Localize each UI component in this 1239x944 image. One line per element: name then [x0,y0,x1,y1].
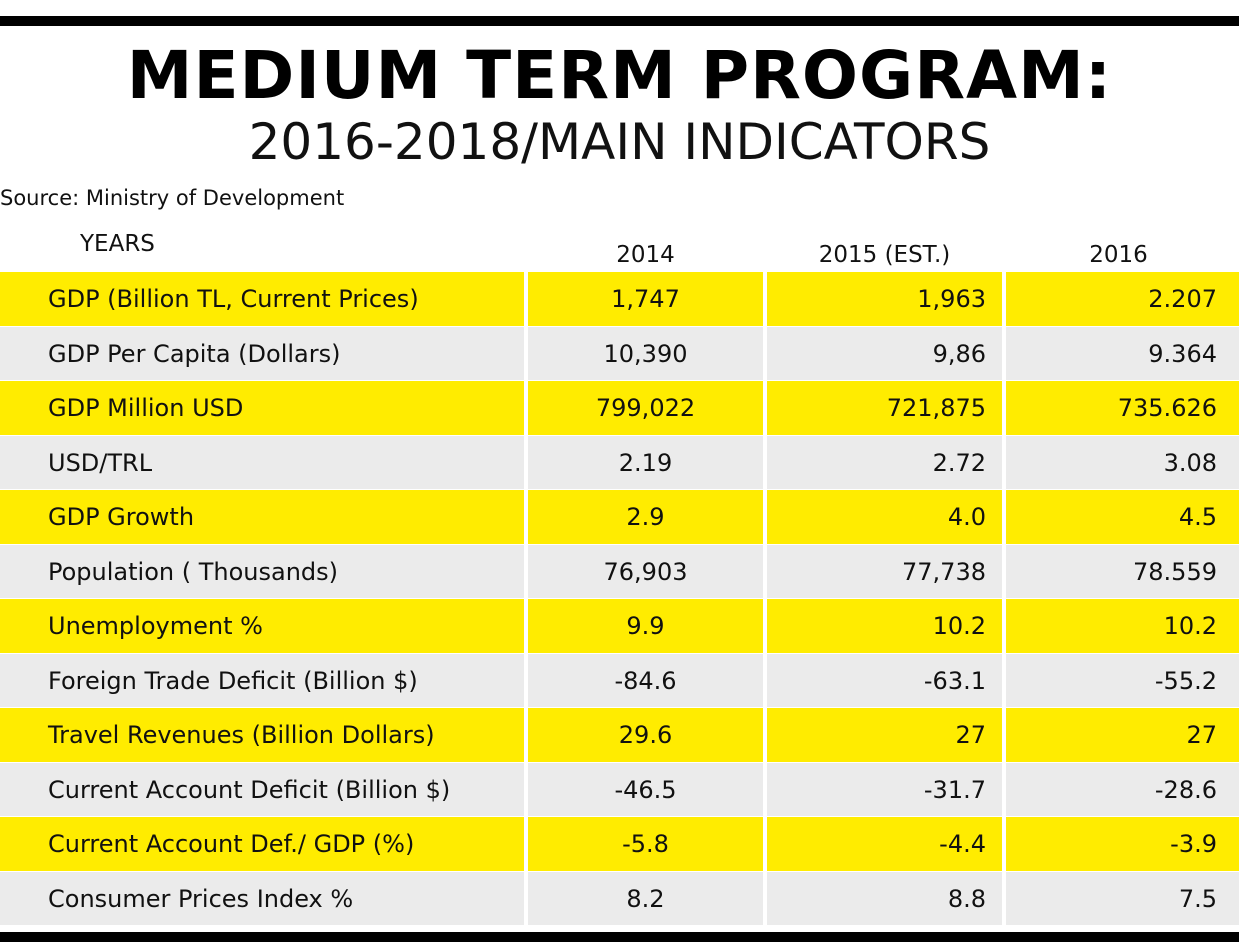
value-2016: -55.2 [1006,653,1239,708]
value-2014: 2.9 [528,490,763,545]
table-row: Consumer Prices Index % 8.2 8.8 7.5 [0,871,1239,926]
value-2016: 2.207 [1006,272,1239,327]
row-label: Current Account Def./ GDP (%) [0,817,524,872]
value-2016: 27 [1006,708,1239,763]
value-2015: 8.8 [767,871,1002,926]
column-header-2016: 2016 [1089,242,1148,268]
table-row: USD/TRL 2.19 2.72 3.08 [0,435,1239,490]
top-rule [0,16,1239,26]
column-header-2015: 2015 (EST.) [818,242,951,268]
value-2014: 1,747 [528,272,763,327]
value-2016: 10.2 [1006,599,1239,654]
value-2014: 799,022 [528,381,763,436]
value-2015: 4.0 [767,490,1002,545]
row-label: GDP (Billion TL, Current Prices) [0,272,524,327]
page-subtitle: 2016-2018/MAIN INDICATORS [248,113,991,171]
row-label: USD/TRL [0,435,524,490]
table-row: GDP Million USD 799,022 721,875 735.626 [0,381,1239,436]
value-2016: -3.9 [1006,817,1239,872]
table-row: Travel Revenues (Billion Dollars) 29.6 27 2… [0,708,1239,763]
value-2014: -5.8 [528,817,763,872]
value-2016: 735.626 [1006,381,1239,436]
column-header-2014: 2014 [616,242,675,268]
row-label: Current Account Deficit (Billion $) [0,762,524,817]
value-2014: 2.19 [528,435,763,490]
row-label: GDP Growth [0,490,524,545]
value-2014: 9.9 [528,599,763,654]
value-2016: 7.5 [1006,871,1239,926]
value-2014: -84.6 [528,653,763,708]
value-2014: 76,903 [528,544,763,599]
value-2014: 29.6 [528,708,763,763]
value-2015: 2.72 [767,435,1002,490]
row-label: Consumer Prices Index % [0,871,524,926]
row-label: Travel Revenues (Billion Dollars) [0,708,524,763]
row-label: GDP Per Capita (Dollars) [0,326,524,381]
value-2014: -46.5 [528,762,763,817]
row-label: Foreign Trade Deficit (Billion $) [0,653,524,708]
table-row: Unemployment % 9.9 10.2 10.2 [0,599,1239,654]
value-2015: 10.2 [767,599,1002,654]
value-2015: 77,738 [767,544,1002,599]
value-2014: 8.2 [528,871,763,926]
value-2016: -28.6 [1006,762,1239,817]
row-label: GDP Million USD [0,381,524,436]
table-row: GDP Per Capita (Dollars) 10,390 9,86 9.364 [0,326,1239,381]
table-row: Current Account Deficit (Billion $) -46.5… [0,762,1239,817]
value-2015: -63.1 [767,653,1002,708]
row-label: Population ( Thousands) [0,544,524,599]
value-2015: -4.4 [767,817,1002,872]
bottom-rule [0,932,1239,942]
value-2016: 3.08 [1006,435,1239,490]
source-note: Source: Ministry of Development [0,186,345,210]
value-2014: 10,390 [528,326,763,381]
value-2016: 4.5 [1006,490,1239,545]
table-row: Current Account Def./ GDP (%) -5.8 -4.4 -3.… [0,817,1239,872]
value-2016: 78.559 [1006,544,1239,599]
page-title: MEDIUM TERM PROGRAM: [126,37,1113,114]
value-2015: 9,86 [767,326,1002,381]
table-row: GDP (Billion TL, Current Prices) 1,747 1,9… [0,272,1239,327]
column-header-years: YEARS [80,231,155,257]
table-row: Population ( Thousands) 76,903 77,738 78.55… [0,544,1239,599]
row-label: Unemployment % [0,599,524,654]
value-2015: 1,963 [767,272,1002,327]
table-row: Foreign Trade Deficit (Billion $) -84.6 -6… [0,653,1239,708]
table-row: GDP Growth 2.9 4.0 4.5 [0,490,1239,545]
value-2015: -31.7 [767,762,1002,817]
indicators-table: GDP (Billion TL, Current Prices) 1,747 1,9… [0,272,1239,926]
value-2015: 27 [767,708,1002,763]
value-2015: 721,875 [767,381,1002,436]
value-2016: 9.364 [1006,326,1239,381]
